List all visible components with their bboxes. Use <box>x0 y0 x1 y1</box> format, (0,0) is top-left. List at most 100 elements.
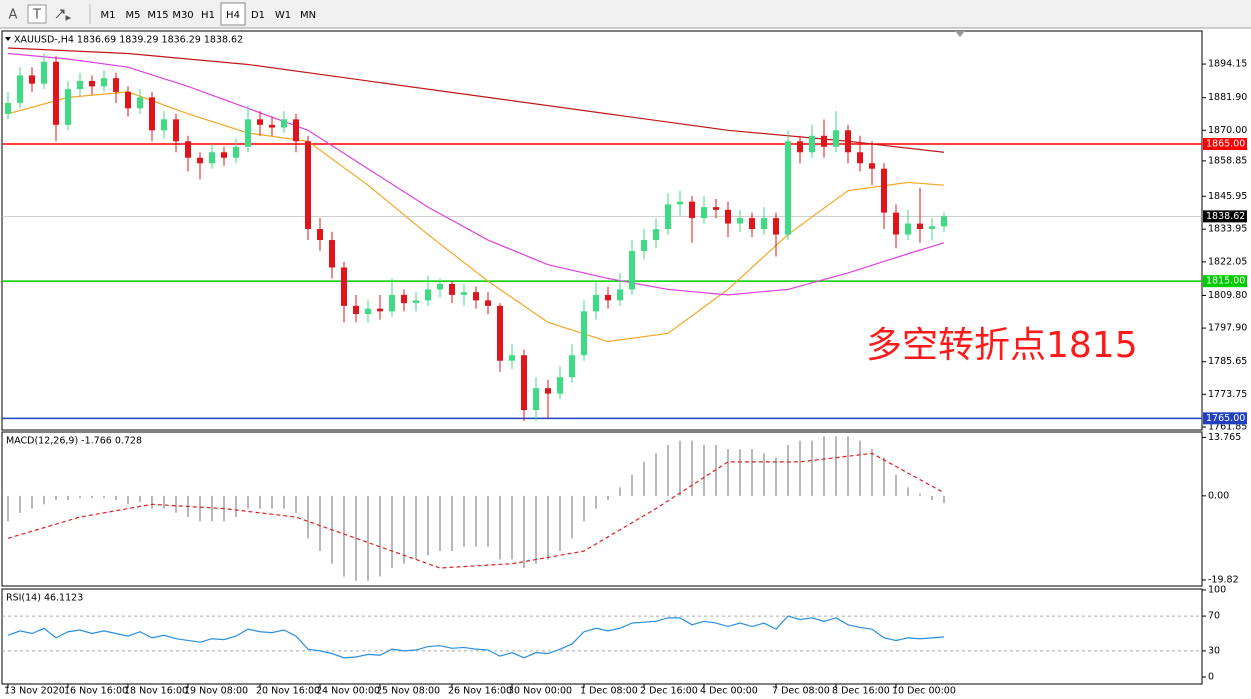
macd-bar <box>199 495 201 522</box>
panel-header: RSI(14) 46.1123 <box>6 593 83 604</box>
level-label: 1815.00 <box>1206 276 1245 287</box>
macd-bar <box>163 495 165 509</box>
macd-bar <box>19 495 21 513</box>
icon-button[interactable] <box>27 4 47 24</box>
y-tick-label: 1870.00 <box>1208 125 1247 136</box>
candle-body <box>929 226 935 230</box>
candle-body <box>605 294 611 301</box>
candle-body <box>413 300 419 304</box>
macd-bar <box>811 440 813 496</box>
macd-bar <box>691 440 693 496</box>
candle-body <box>101 78 107 87</box>
macd-bar <box>847 436 849 496</box>
candle-body <box>233 146 239 158</box>
macd-bar <box>595 495 597 509</box>
candle-body <box>29 75 35 84</box>
y-tick-label: 1797.90 <box>1208 323 1247 334</box>
candle-body <box>677 201 683 205</box>
candle-body <box>41 61 47 84</box>
macd-bar <box>931 495 933 501</box>
level-badge <box>1203 210 1247 223</box>
macd-bar <box>307 495 309 539</box>
x-tick-label: 2 Dec 16:00 <box>640 686 698 697</box>
macd-bar <box>343 495 345 577</box>
level-badge <box>1203 138 1247 151</box>
x-tick-label: 20 Nov 16:00 <box>256 686 320 697</box>
timeframe-label: M15 <box>147 10 168 21</box>
macd-bar <box>139 495 141 503</box>
candle-body <box>533 388 539 411</box>
candle-body <box>473 292 479 301</box>
timeframe-button[interactable] <box>220 2 246 26</box>
macd-bar <box>91 495 93 498</box>
candle-body <box>197 157 203 164</box>
candle-body <box>449 283 455 295</box>
candle-body <box>329 240 335 268</box>
candle-body <box>725 209 731 224</box>
timeframe-label: M5 <box>126 10 141 21</box>
macd-bar <box>859 440 861 496</box>
candle-body <box>857 152 863 164</box>
macd-bar <box>79 495 81 498</box>
panel <box>1 588 1203 685</box>
macd-bar <box>247 495 249 509</box>
y-tick-label: 1773.75 <box>1208 389 1247 400</box>
y-tick-label: 1881.90 <box>1208 92 1247 103</box>
x-tick-label: 13 Nov 2020 <box>4 686 65 697</box>
y-tick-label: -19.82 <box>1208 574 1239 585</box>
candle-body <box>65 89 71 125</box>
macd-bar <box>607 495 609 501</box>
candle-body <box>245 119 251 147</box>
rsi-line <box>7 615 945 659</box>
macd-bar <box>235 495 237 518</box>
y-tick-label: 1894.15 <box>1208 59 1247 70</box>
macd-bar <box>535 495 537 564</box>
candle-body <box>89 80 95 87</box>
x-tick-label: 16 Nov 16:00 <box>64 686 128 697</box>
macd-bar <box>871 449 873 496</box>
draw-icon[interactable] <box>55 9 72 21</box>
macd-bar <box>679 440 681 496</box>
y-tick-label: 70 <box>1208 611 1220 622</box>
candle-body <box>689 201 695 219</box>
candle-body <box>629 251 635 290</box>
macd-bar <box>487 495 489 547</box>
candle-body <box>401 294 407 304</box>
macd-bar <box>943 495 945 504</box>
macd-bar <box>883 457 885 496</box>
candle-body <box>737 218 743 224</box>
level-badge <box>1203 412 1247 425</box>
y-tick-label: 1845.95 <box>1208 191 1247 202</box>
macd-signal <box>7 452 945 569</box>
macd-bar <box>475 495 477 547</box>
macd-bar <box>367 495 369 581</box>
x-tick-label: 1 Dec 08:00 <box>580 686 638 697</box>
macd-bar <box>103 495 105 498</box>
candle-body <box>353 305 359 315</box>
candle-body <box>437 283 443 290</box>
candle-body <box>497 305 503 361</box>
macd-bar <box>895 474 897 496</box>
icon-label: T <box>32 8 41 23</box>
candle-body <box>209 152 215 164</box>
macd-bar <box>403 495 405 564</box>
candle-body <box>581 311 587 356</box>
macd-bar <box>751 449 753 496</box>
panel <box>1 30 1203 431</box>
level-label: 1765.00 <box>1206 413 1245 424</box>
timeframe-label: D1 <box>251 10 265 21</box>
macd-bar <box>175 495 177 513</box>
plot: XAUUSD-,H4 1836.69 1839.29 1836.29 1838.… <box>1 30 1247 697</box>
candle-body <box>905 223 911 235</box>
candle-body <box>761 218 767 230</box>
candle-body <box>809 135 815 153</box>
macd-bar <box>439 495 441 552</box>
macd-bar <box>355 495 357 581</box>
macd-bar <box>583 495 585 522</box>
y-tick-label: 1833.95 <box>1208 224 1247 235</box>
macd-bar <box>463 495 465 547</box>
macd-bar <box>835 436 837 496</box>
candle-body <box>221 152 227 158</box>
